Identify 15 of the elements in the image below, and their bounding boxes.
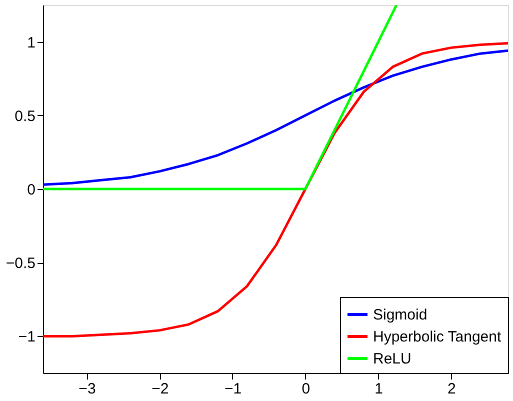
y-tick-label: 1 [27, 34, 36, 52]
y-tick-label: 0.5 [14, 108, 36, 125]
x-tick-label: −1 [224, 380, 242, 398]
y-tick-label: −1 [18, 328, 36, 346]
x-tick-label: −3 [78, 380, 96, 398]
x-tick-label: 1 [374, 380, 383, 398]
x-tick-label: 0 [302, 380, 310, 398]
x-tick-label: −2 [152, 380, 169, 398]
legend-label: ReLU [373, 350, 412, 368]
line-series [43, 49, 508, 186]
y-tick-label: −0.5 [6, 255, 36, 272]
legend-label: Hyperbolic Tangent [373, 328, 502, 346]
x-tick-label: 2 [447, 380, 456, 398]
legend-label: Sigmoid [373, 306, 428, 324]
y-tick-label: 0 [27, 182, 36, 198]
